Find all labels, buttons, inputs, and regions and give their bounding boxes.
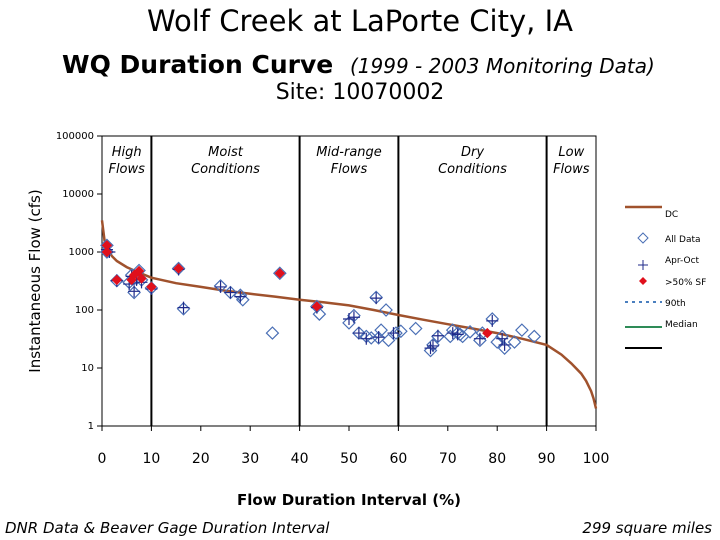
y-tick-label: 10000: [62, 189, 94, 200]
y-tick-label: 10: [81, 363, 94, 374]
all-data-point: [265, 326, 280, 340]
zone-label: Low Flows: [553, 145, 590, 177]
x-tick-labels: 0 10 20 30 40 50 60 70 80 90 100: [98, 426, 610, 467]
apr-oct-point: [214, 280, 227, 293]
all-data-point: [312, 307, 327, 321]
all-data-point: [497, 341, 512, 355]
all-data-point: [272, 266, 287, 281]
apr-oct-point: [496, 332, 509, 345]
apr-oct-point: [498, 338, 511, 351]
x-tick-label: 0: [98, 451, 107, 467]
apr-oct-point: [224, 286, 237, 299]
legend-apr-oct-swatch: [638, 260, 648, 270]
x-tick-label: 10: [142, 451, 160, 467]
dc-curve-line: [100, 220, 598, 409]
legend-label: Apr-Oct: [665, 256, 700, 266]
plot-area: [101, 135, 597, 427]
apr-oct-point: [424, 342, 437, 355]
zone-label: Moist Conditions: [191, 145, 260, 177]
x-tick-label: 60: [389, 451, 407, 467]
sf-point: [274, 268, 286, 279]
monitoring-period: (1999 - 2003 Monitoring Data): [350, 54, 655, 78]
zone-labels: High Flows Moist Conditions Mid-range Flows Dr…: [108, 145, 589, 177]
legend-label: >50% SF: [665, 278, 706, 288]
x-axis-label: Flow Duration Interval (%): [237, 491, 461, 509]
all-data-point: [463, 325, 477, 339]
y-tick-label: 100: [75, 305, 94, 316]
apr-oct-point: [473, 332, 486, 345]
footer-area: 299 square miles: [582, 519, 712, 537]
all-data-point: [381, 333, 396, 348]
site-id: Site: 10070002: [275, 80, 445, 105]
apr-oct-point: [177, 301, 190, 314]
all-data-point: [379, 303, 393, 317]
zone-label: Mid-range Flows: [316, 145, 382, 177]
sf-point: [111, 274, 123, 286]
x-tick-label: 100: [583, 451, 610, 467]
all-data-point: [507, 335, 522, 349]
all-data-point: [352, 326, 366, 340]
all-data-point: [371, 331, 386, 345]
all-data-point: [374, 323, 388, 337]
y-tick-labels: 100000 10000 1000 100 10 1: [56, 131, 102, 432]
all-data-point: [176, 301, 191, 316]
sf-point: [311, 301, 323, 312]
sf-point: [101, 246, 113, 258]
zone-label: High Flows: [108, 145, 145, 177]
all-data-point: [408, 321, 423, 336]
apr-oct-point: [234, 290, 247, 303]
apr-oct-point: [370, 292, 383, 305]
legend-all-data-swatch: [637, 232, 649, 244]
chart-title: Wolf Creek at LaPorte City, IA: [147, 4, 573, 38]
sf-point: [133, 265, 145, 277]
x-tick-label: 20: [192, 451, 210, 467]
apr-oct-point: [360, 332, 373, 345]
footer-source: DNR Data & Beaver Gage Duration Interval: [5, 519, 330, 537]
apr-oct-point: [446, 327, 459, 340]
x-tick-label: 80: [488, 451, 506, 467]
legend: DC All Data Apr-Oct >50% SF 90th Median: [625, 205, 706, 349]
apr-oct-point: [343, 312, 355, 325]
sf-point: [173, 263, 184, 274]
x-tick-label: 90: [538, 451, 556, 467]
apr-oct-point: [426, 339, 439, 352]
apr-oct-point: [128, 285, 141, 298]
apr-oct-point: [352, 327, 365, 340]
y-tick-label: 100000: [56, 131, 94, 142]
apr-oct-point: [431, 329, 444, 342]
all-data-point: [127, 285, 141, 300]
legend-label: All Data: [665, 235, 701, 245]
all-data-point: [235, 292, 250, 307]
chart-subtitle: WQ Duration Curve: [62, 50, 334, 79]
data-markers: [100, 238, 542, 358]
legend-label: Median: [665, 320, 698, 330]
sf-point: [146, 281, 157, 293]
all-data-point: [515, 323, 529, 337]
x-tick-label: 50: [340, 451, 358, 467]
all-data-point: [431, 329, 445, 344]
x-tick-label: 40: [291, 451, 309, 467]
zone-label: Dry Conditions: [438, 145, 507, 177]
legend-label: DC: [665, 210, 678, 220]
all-data-point: [490, 335, 505, 349]
legend-label: 90th: [665, 299, 686, 309]
sf-point: [482, 327, 493, 339]
all-data-point: [527, 329, 542, 344]
apr-oct-point: [451, 328, 464, 341]
apr-oct-point: [372, 331, 385, 344]
all-data-point: [389, 326, 403, 340]
y-tick-label: 1000: [69, 247, 94, 258]
apr-oct-point: [347, 311, 360, 324]
x-tick-label: 30: [241, 451, 259, 467]
zone-dividers: [150, 136, 548, 426]
apr-oct-point: [486, 314, 499, 327]
x-tick-label: 70: [439, 451, 457, 467]
legend-sf-swatch: [639, 277, 647, 285]
y-tick-label: 1: [88, 421, 94, 432]
y-axis-label: Instantaneous Flow (cfs): [26, 189, 44, 372]
all-data-point: [394, 324, 408, 339]
sf-point: [136, 273, 147, 284]
apr-oct-point: [387, 327, 400, 340]
